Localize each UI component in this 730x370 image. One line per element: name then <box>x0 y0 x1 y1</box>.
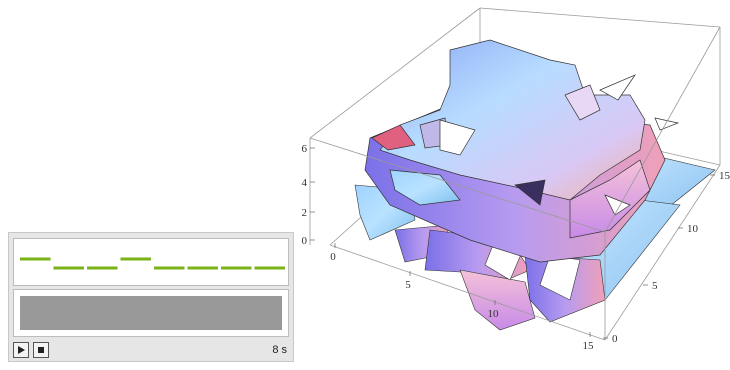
player-controls: 8 s <box>13 342 289 360</box>
progress-bar[interactable] <box>20 296 282 330</box>
y-axis-tick-label: 5 <box>652 280 658 292</box>
x-axis-tick-label: 10 <box>488 308 500 320</box>
x-axis-tick-label: 0 <box>330 251 336 263</box>
sound-player: 8 s <box>8 232 294 362</box>
z-axis-tick-label: 4 <box>302 177 308 189</box>
play-button[interactable] <box>13 342 29 358</box>
y-axis-tick-label: 0 <box>612 333 618 345</box>
waveform-panel <box>13 238 289 286</box>
x-axis-tick-label: 15 <box>583 340 595 352</box>
y-axis-tick-label: 15 <box>719 170 730 182</box>
waveform-display <box>14 239 288 285</box>
duration-label: 8 s <box>272 344 287 356</box>
plot-3d-canvas[interactable]: 0 2 4 6 0 5 10 15 0 5 10 15 <box>300 0 730 365</box>
x-axis-tick-label: 5 <box>405 279 411 291</box>
stop-icon <box>34 343 48 357</box>
z-axis-tick-label: 6 <box>302 143 308 155</box>
y-axis-tick-label: 10 <box>687 223 699 235</box>
plot-3d[interactable]: 0 2 4 6 0 5 10 15 0 5 10 15 <box>300 0 730 365</box>
z-axis-tick-label: 0 <box>302 235 308 247</box>
stop-button[interactable] <box>33 342 49 358</box>
play-icon <box>14 343 28 357</box>
progress-panel[interactable] <box>13 289 289 337</box>
z-axis-tick-label: 2 <box>302 207 308 219</box>
